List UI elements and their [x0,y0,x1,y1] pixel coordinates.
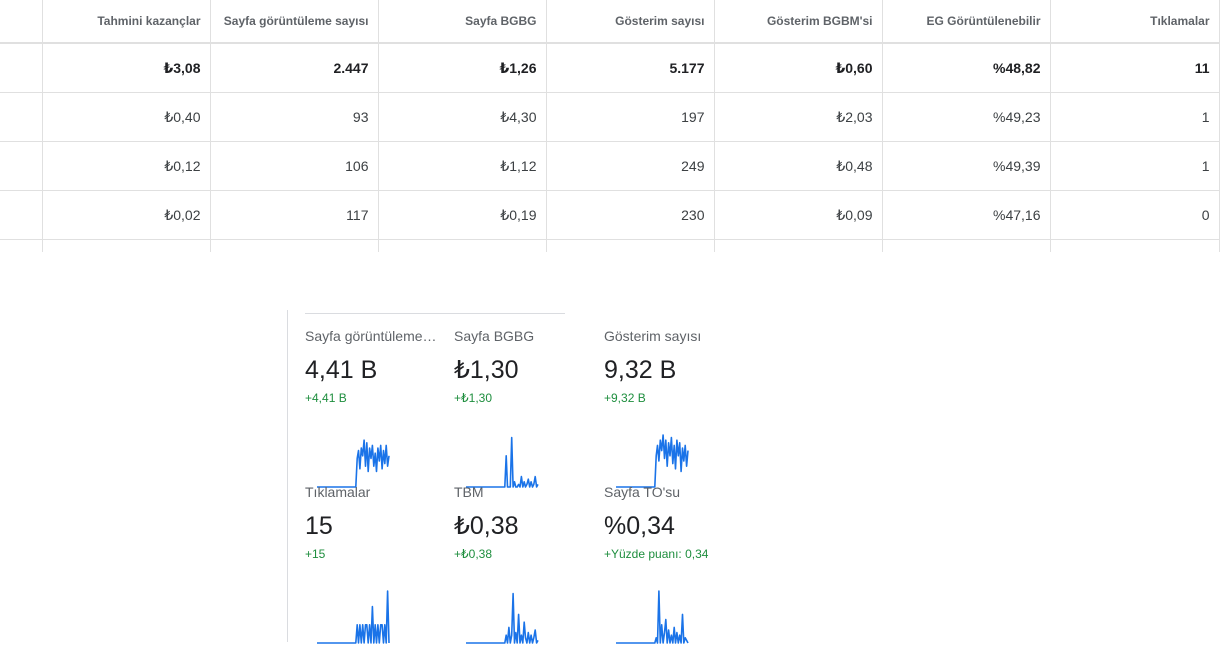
table-cell [881,239,1050,252]
table-cell: 230 [545,190,714,240]
scorecard-label: Tıklamalar [305,484,371,500]
sparkline-chart [616,434,689,488]
column-header[interactable]: Tıklamalar [1049,0,1220,44]
table-cell [545,239,714,252]
table-cell: 106 [209,141,378,191]
panel-divider [305,313,565,314]
scorecard-change: +4,41 B [305,391,347,405]
table-cell: 2.447 [209,43,378,93]
table-cell: %49,39 [881,141,1050,191]
scorecard[interactable]: Gösterim sayısı 9,32 B +9,32 B [604,327,739,488]
table-cell: 11 [1049,43,1220,93]
scorecards-panel: Sayfa görüntüleme sayısı4,41 B+4,41 BSay… [287,310,739,644]
table-cell: ₺0,48 [713,141,882,191]
scorecard-value: ₺0,38 [454,512,519,540]
table-cell [0,92,42,142]
scorecard-value: 15 [305,512,333,540]
sparkline-series [317,439,390,488]
sparkline-series [616,590,689,644]
scorecard-change: +₺1,30 [454,391,492,405]
sparkline-series [466,592,539,644]
scorecard[interactable]: Sayfa görüntüleme sayısı 4,41 B +4,41 B [305,327,440,488]
sparkline-chart [317,590,390,644]
table-cell: ₺0,60 [713,43,882,93]
column-header[interactable]: Sayfa BGBG [377,0,546,44]
table-row[interactable]: ₺0,02 117 ₺0,19 230 ₺0,09 %47,16 0 [0,190,1220,240]
table-cell [41,239,210,252]
scorecard-label: Sayfa BGBG [454,328,535,344]
scorecard-change: +15 [305,547,326,561]
table-cell: 249 [545,141,714,191]
table-cell: 5.177 [545,43,714,93]
table-cell: ₺0,40 [41,92,210,142]
table-header-row: Tahmini kazançlar Sayfa görüntüleme sayıs… [0,0,1220,44]
column-header[interactable]: Tahmini kazançlar [41,0,210,44]
table-cell: ₺0,02 [41,190,210,240]
scorecard-value: ₺1,30 [454,356,519,384]
sparkline-chart [466,436,539,488]
table-cell: %47,16 [881,190,1050,240]
scorecard-label: Sayfa görüntüleme sayısı [305,328,440,344]
scorecard-label: Sayfa TO'su [604,484,681,500]
scorecard-label: TBM [454,484,484,500]
table-cell: 197 [545,92,714,142]
column-header[interactable]: EG Görüntülenebilir [881,0,1050,44]
table-cell: %49,23 [881,92,1050,142]
table-total-row[interactable]: ₺3,08 2.447 ₺1,26 5.177 ₺0,60 %48,82 11 [0,43,1220,93]
table-cell: ₺1,26 [377,43,546,93]
table-cell [377,239,546,252]
scorecard-change: +₺0,38 [454,547,492,561]
table-cell: ₺4,30 [377,92,546,142]
scorecard[interactable]: TBM ₺0,38 +₺0,38 [454,483,589,644]
column-header[interactable]: Gösterim BGBM'si [713,0,882,44]
scorecard[interactable]: Tıklamalar 15 +15 [305,483,440,644]
scorecard-value: %0,34 [604,512,675,540]
table-cell [0,43,42,93]
table-cell: ₺3,08 [41,43,210,93]
table-cell [1049,239,1220,252]
table-cell: 1 [1049,141,1220,191]
report-table-container: Tahmini kazançlar Sayfa görüntüleme sayıs… [0,0,1225,252]
sparkline-series [616,434,689,488]
table-cell: %48,82 [881,43,1050,93]
column-header[interactable] [0,0,42,44]
column-header[interactable]: Gösterim sayısı [545,0,714,44]
table-cell [0,240,42,253]
scorecard-value: 9,32 B [604,356,677,384]
table-cell [209,239,378,252]
table-cell [0,141,42,191]
table-cell: 0 [1049,190,1220,240]
sparkline-series [317,590,390,644]
table-cell: ₺0,19 [377,190,546,240]
scorecard[interactable]: Sayfa TO'su %0,34 +Yüzde puanı: 0,34 [604,483,739,644]
sparkline-chart [466,592,539,644]
table-cell: ₺2,03 [713,92,882,142]
sparkline-series [466,436,539,488]
sparkline-chart [317,439,390,488]
table-cell [713,239,882,252]
table-cell: 93 [209,92,378,142]
scorecard-change: +9,32 B [604,391,646,405]
scorecard-value: 4,41 B [305,356,378,384]
table-cell: ₺1,12 [377,141,546,191]
table-cell: ₺0,09 [713,190,882,240]
table-cell: ₺0,12 [41,141,210,191]
table-cell: 1 [1049,92,1220,142]
table-row-partial [0,239,1220,253]
table-cell [0,190,42,240]
column-header[interactable]: Sayfa görüntüleme sayısı [209,0,378,44]
table-cell: 117 [209,190,378,240]
report-table: Tahmini kazançlar Sayfa görüntüleme sayıs… [0,0,1220,252]
scorecard[interactable]: Sayfa BGBG ₺1,30 +₺1,30 [454,327,589,488]
scorecard-label: Gösterim sayısı [604,328,702,344]
scorecard-change: +Yüzde puanı: 0,34 [604,547,709,561]
table-row[interactable]: ₺0,40 93 ₺4,30 197 ₺2,03 %49,23 1 [0,92,1220,142]
table-row[interactable]: ₺0,12 106 ₺1,12 249 ₺0,48 %49,39 1 [0,141,1220,191]
sparkline-chart [616,590,689,644]
